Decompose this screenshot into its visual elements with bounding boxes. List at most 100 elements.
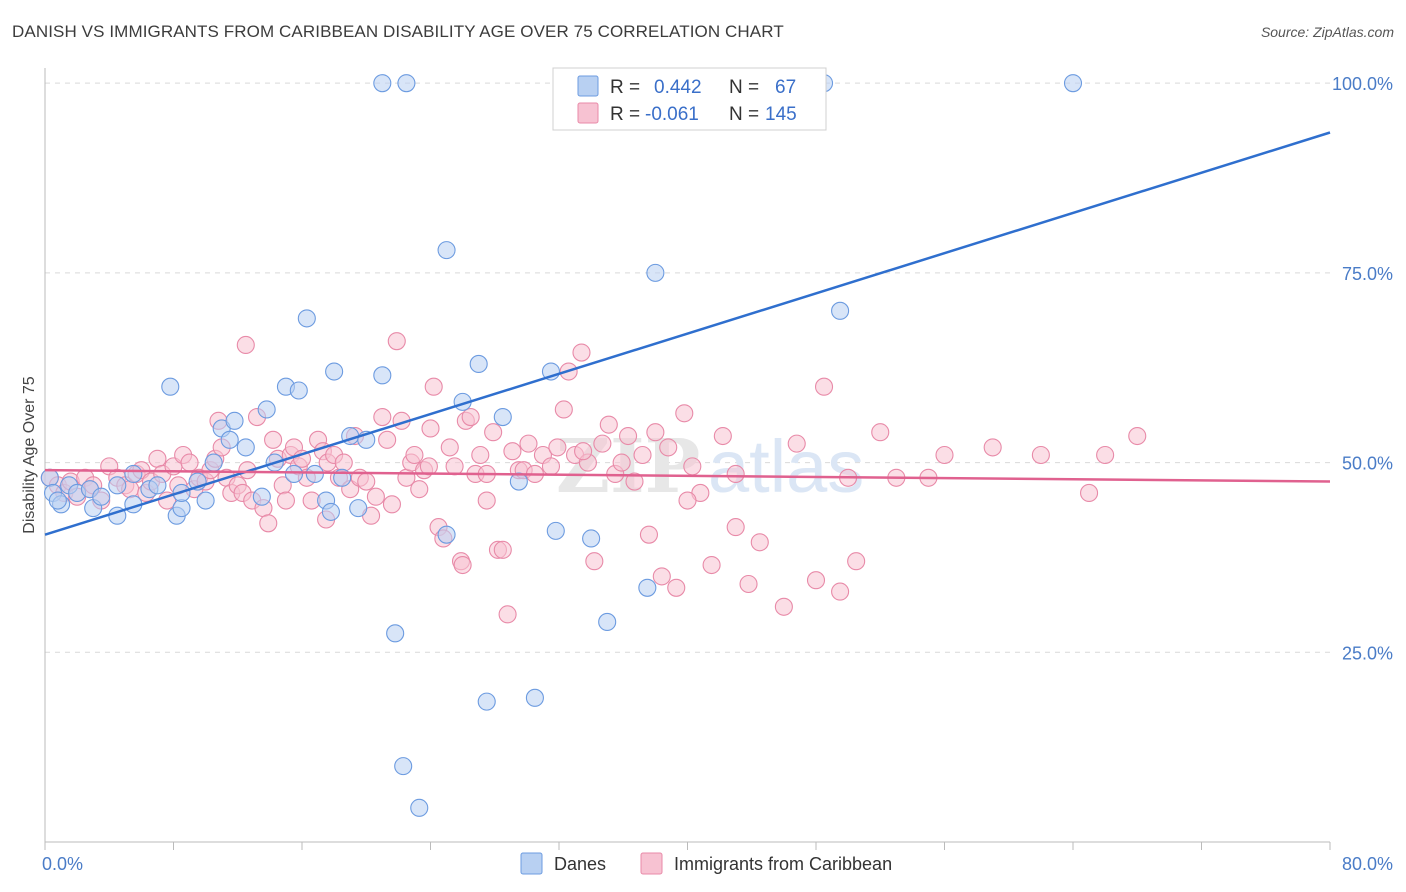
carib-point-136 bbox=[1096, 445, 1115, 465]
danes-point-13 bbox=[161, 377, 180, 396]
danes-point-20 bbox=[220, 430, 239, 449]
danes-point-45 bbox=[469, 354, 488, 373]
stats-n-value-danes: 67 bbox=[775, 77, 796, 98]
y-tick-label-3: 100.0% bbox=[1332, 74, 1393, 94]
carib-point-65 bbox=[387, 332, 406, 351]
stats-legend: R = 0.442 N = 67 R = -0.061 N = 145 bbox=[552, 67, 827, 131]
carib-point-96 bbox=[554, 400, 573, 419]
carib-point-80 bbox=[461, 408, 480, 427]
carib-point-125 bbox=[814, 377, 834, 396]
carib-point-64 bbox=[382, 495, 402, 514]
carib-point-43 bbox=[276, 491, 295, 510]
carib-point-94 bbox=[541, 457, 561, 476]
carib-point-88 bbox=[503, 442, 522, 461]
carib-point-86 bbox=[493, 540, 512, 559]
danes-point-65 bbox=[108, 476, 127, 495]
carib-point-62 bbox=[373, 408, 392, 427]
carib-point-69 bbox=[405, 445, 424, 465]
carib-point-135 bbox=[1080, 483, 1099, 502]
carib-point-137 bbox=[1128, 426, 1147, 446]
carib-point-122 bbox=[774, 597, 793, 616]
carib-point-40 bbox=[264, 430, 283, 449]
carib-point-17 bbox=[148, 449, 167, 468]
y-tick-label-1: 50.0% bbox=[1342, 454, 1393, 474]
carib-point-142 bbox=[421, 419, 440, 438]
danes-point-46 bbox=[477, 692, 496, 711]
stats-r-label-carib: R = bbox=[610, 104, 640, 125]
legend-label-danes: Danes bbox=[554, 854, 606, 874]
trend-lines bbox=[44, 131, 1331, 536]
carib-point-115 bbox=[683, 457, 702, 476]
danes-point-42 bbox=[437, 241, 456, 260]
danes-point-32 bbox=[321, 502, 340, 521]
danes-trend-line bbox=[44, 131, 1331, 536]
danes-point-24 bbox=[257, 400, 276, 419]
danes-point-38 bbox=[373, 366, 392, 385]
danes-point-53 bbox=[598, 612, 617, 631]
carib-point-126 bbox=[831, 582, 850, 601]
carib-point-145 bbox=[453, 555, 472, 575]
carib-point-82 bbox=[471, 445, 490, 465]
carib-point-128 bbox=[847, 552, 866, 571]
danes-point-52 bbox=[582, 529, 601, 548]
carib-point-144 bbox=[574, 442, 593, 461]
stats-r-value-danes: 0.442 bbox=[654, 77, 702, 98]
carib-point-76 bbox=[440, 438, 459, 457]
carib-point-114 bbox=[675, 404, 694, 423]
carib-point-77 bbox=[445, 457, 464, 476]
legend-swatch-danes bbox=[520, 852, 543, 875]
stats-n-label-danes: N = bbox=[729, 77, 759, 98]
carib-point-95 bbox=[548, 438, 567, 457]
carib-point-63 bbox=[378, 430, 397, 449]
legend-label-carib: Immigrants from Caribbean bbox=[674, 854, 892, 874]
danes-point-10 bbox=[124, 464, 143, 484]
danes-point-29 bbox=[297, 309, 316, 328]
danes-point-23 bbox=[252, 487, 271, 506]
stats-r-value-carib: -0.061 bbox=[645, 104, 699, 125]
danes-point-51 bbox=[546, 521, 565, 540]
danes-point-39 bbox=[386, 624, 405, 643]
carib-point-39 bbox=[259, 514, 278, 533]
danes-point-41 bbox=[410, 798, 429, 817]
stats-r-label-danes: R = bbox=[610, 77, 640, 98]
carib-point-113 bbox=[667, 578, 686, 597]
carib-point-129 bbox=[871, 423, 890, 442]
carib-point-61 bbox=[366, 487, 385, 506]
carib-point-101 bbox=[585, 552, 604, 571]
chart-title: DANISH VS IMMIGRANTS FROM CARIBBEAN DISA… bbox=[12, 22, 784, 41]
danes-point-18 bbox=[204, 453, 223, 472]
carib-point-118 bbox=[713, 426, 732, 446]
carib-point-102 bbox=[593, 434, 612, 453]
carib-point-103 bbox=[599, 415, 618, 434]
danes-point-22 bbox=[236, 438, 255, 457]
danes-point-12 bbox=[148, 476, 167, 495]
carib-point-117 bbox=[702, 555, 721, 575]
carib-point-84 bbox=[484, 423, 503, 442]
y-axis-label: Disability Age Over 75 bbox=[21, 376, 38, 534]
carib-point-123 bbox=[787, 434, 806, 453]
danes-point-30 bbox=[305, 464, 324, 484]
carib-point-112 bbox=[659, 438, 678, 457]
danes-point-55 bbox=[646, 263, 665, 282]
bottom-legend: Danes Immigrants from Caribbean bbox=[520, 852, 892, 875]
carib-point-108 bbox=[633, 445, 652, 465]
carib-point-106 bbox=[619, 426, 638, 446]
carib-point-59 bbox=[357, 472, 376, 491]
carib-point-139 bbox=[678, 491, 697, 510]
carib-point-23 bbox=[180, 453, 199, 472]
legend-swatch-carib bbox=[640, 852, 663, 875]
y-tick-label-2: 75.0% bbox=[1342, 264, 1393, 284]
carib-point-109 bbox=[639, 525, 659, 544]
axes bbox=[44, 68, 1331, 850]
stats-swatch-carib bbox=[577, 102, 599, 124]
danes-point-7 bbox=[92, 487, 111, 506]
chart-source: Source: ZipAtlas.com bbox=[1260, 24, 1394, 40]
carib-point-110 bbox=[646, 423, 665, 442]
carib-point-121 bbox=[750, 533, 769, 552]
danes-point-17 bbox=[196, 491, 215, 510]
stats-n-label-carib: N = bbox=[729, 104, 759, 125]
x-tick-label-0: 0.0% bbox=[42, 854, 83, 874]
danes-point-56 bbox=[831, 301, 850, 320]
carib-point-134 bbox=[1031, 445, 1050, 465]
danes-point-36 bbox=[349, 499, 368, 518]
